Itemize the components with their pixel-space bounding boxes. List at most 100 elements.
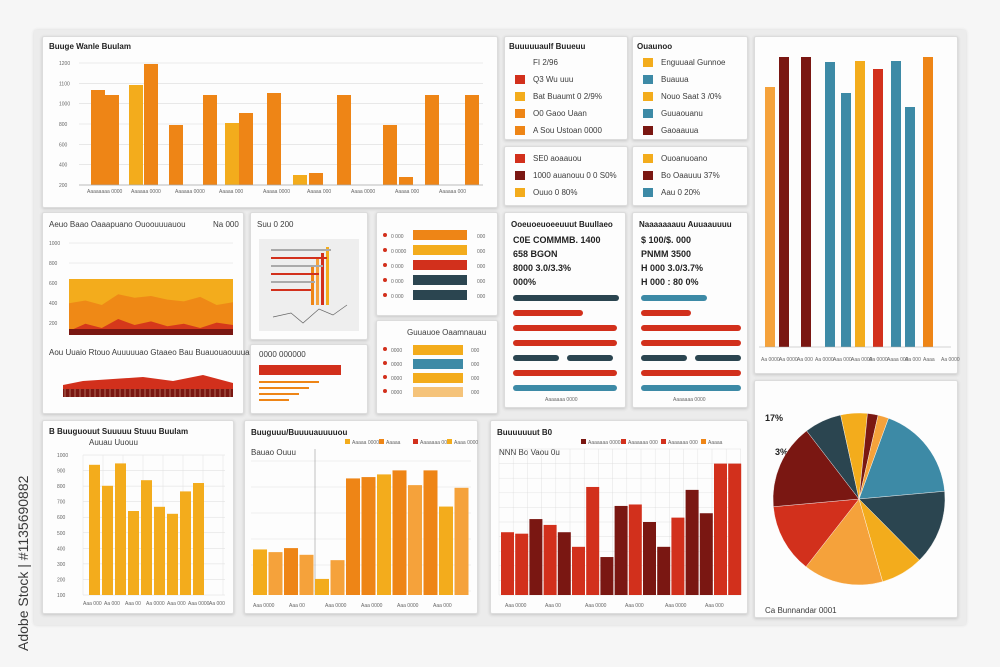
pie-slice xyxy=(773,498,860,567)
bar xyxy=(253,549,267,595)
bar xyxy=(873,69,883,347)
bar xyxy=(267,93,281,185)
y-tick-label: 900 xyxy=(57,469,66,475)
row-label: 0 000 xyxy=(391,294,404,300)
x-tick-label: Aaa 0000 xyxy=(361,603,383,609)
row-dot xyxy=(383,278,387,282)
y-tick-label: 1000 xyxy=(57,453,68,459)
pie-footer: Ca Bunnandar 0001 xyxy=(765,606,837,615)
stripe-line xyxy=(259,393,299,395)
row-value: 000 xyxy=(471,348,480,354)
chart-title: Buuuuuuut B0 xyxy=(497,428,553,437)
y-tick-label: 100 xyxy=(57,593,66,599)
report-frame xyxy=(259,239,359,331)
row-label: 0000 xyxy=(391,362,402,368)
kpi-bar xyxy=(695,355,741,361)
x-tick-label: Aaaa 000 xyxy=(887,357,909,363)
bar xyxy=(685,489,699,595)
bar xyxy=(586,486,600,595)
x-tick-label: Aa 000 xyxy=(209,601,225,607)
kpi-footer: Aaaaaaa 0000 xyxy=(673,397,706,403)
bar xyxy=(501,532,514,595)
row-label: 0 0000 xyxy=(391,249,407,255)
legend-label: Aaaaaaa 000 xyxy=(668,440,698,446)
bar xyxy=(299,554,314,595)
bar xyxy=(361,477,376,595)
hbar xyxy=(413,230,467,240)
kpi-title: Naaaaaaauu Auuaauuuu xyxy=(639,220,732,229)
report-line xyxy=(272,304,348,324)
bar xyxy=(129,85,143,185)
legend-swatch xyxy=(643,171,653,180)
bar xyxy=(89,464,100,595)
card-kpi-b: Naaaaaaauu Auuaauuuu $ 100/$. 000 PNMM 35… xyxy=(632,212,748,408)
x-tick-label: Aa 0000 xyxy=(815,357,834,363)
legend-swatch xyxy=(515,92,525,101)
legend-label: Q3 Wu uuu xyxy=(533,75,573,84)
kpi-bar xyxy=(513,385,617,391)
legend-swatch xyxy=(447,439,452,444)
legend-label: Aaaaa xyxy=(708,440,723,446)
bar xyxy=(203,95,217,185)
bar xyxy=(377,474,391,595)
x-tick-label: Aa 000 xyxy=(905,357,921,363)
row-label: 0000 xyxy=(391,390,402,396)
x-tick-label: Aaa 0000 xyxy=(397,603,419,609)
kpi-bar xyxy=(641,295,707,301)
legend-d-svg: Ouoanuoano Bo Oaauuu 37% Aau 0 20% xyxy=(643,154,720,197)
bar-chart-top-svg: Buuge Wanle Buulam 1200 1100 1000 800 600 400… xyxy=(49,42,483,195)
kpi-bar xyxy=(513,310,583,316)
card-hbar-list: 0 000 000 0 0000 000 0 000 000 0 000 000 0 000 00… xyxy=(376,212,498,316)
card-legend-d: Ouoanuoano Bo Oaauuu 37% Aau 0 20% xyxy=(632,146,748,206)
legend-swatch xyxy=(643,126,653,135)
kpi-a-svg: Ooeuoeuoeeuuut Buullaeo C0E COMMMB. 1400… xyxy=(511,220,619,403)
y-tick-label: 1000 xyxy=(49,241,60,247)
x-tick-label: Aa 000 xyxy=(104,601,120,607)
bar xyxy=(572,546,585,595)
x-tick-label: Aa 0000 xyxy=(869,357,888,363)
report-stripe xyxy=(271,289,311,291)
kpi-line: H 000 3.0/3.7% xyxy=(641,263,703,273)
kpi-bar xyxy=(641,325,741,331)
bar xyxy=(671,517,685,595)
legend-label: Buauua xyxy=(661,75,689,84)
bar xyxy=(337,95,351,185)
chart-subtitle: NNN Bo Vaou 0u xyxy=(499,448,560,457)
y-tick-label: 1000 xyxy=(59,102,70,108)
bar xyxy=(383,125,397,185)
bar xyxy=(779,57,789,347)
bar xyxy=(180,491,191,595)
x-tick-label: Aaaaaa 0000 xyxy=(175,189,205,195)
y-tick-label: 800 xyxy=(57,484,66,490)
bar xyxy=(239,113,253,185)
bar xyxy=(891,61,901,347)
row-dot xyxy=(383,375,387,379)
legend-swatch xyxy=(643,109,653,118)
report-bar xyxy=(316,259,319,305)
bar xyxy=(801,57,811,347)
legend-swatch xyxy=(643,188,653,197)
bar xyxy=(154,506,165,595)
legend-c-svg: SE0 aoaauou 1000 auanouu 0 0 S0% Ouuo 0 80… xyxy=(515,154,617,197)
row-value: 000 xyxy=(471,390,480,396)
bar xyxy=(330,560,345,595)
bar xyxy=(115,463,126,595)
row-value: 000 xyxy=(477,234,486,240)
kpi-line: 8000 3.0/3.3% xyxy=(513,263,571,273)
x-tick-label: Aa 0000 xyxy=(779,357,798,363)
bar xyxy=(855,61,865,347)
pie-top-label: 17% xyxy=(765,413,783,423)
bar xyxy=(543,524,557,595)
row-value: 000 xyxy=(471,376,480,382)
bar xyxy=(225,123,239,185)
row-dot xyxy=(383,347,387,351)
x-tick-label: Aa 0000 xyxy=(761,357,780,363)
legend-swatch xyxy=(643,154,653,163)
kpi-bar xyxy=(513,355,559,361)
hbar xyxy=(413,260,467,270)
bar xyxy=(454,487,469,595)
bar xyxy=(284,548,298,595)
x-tick-label: Aaa 0000 xyxy=(851,357,873,363)
bar xyxy=(557,532,571,595)
